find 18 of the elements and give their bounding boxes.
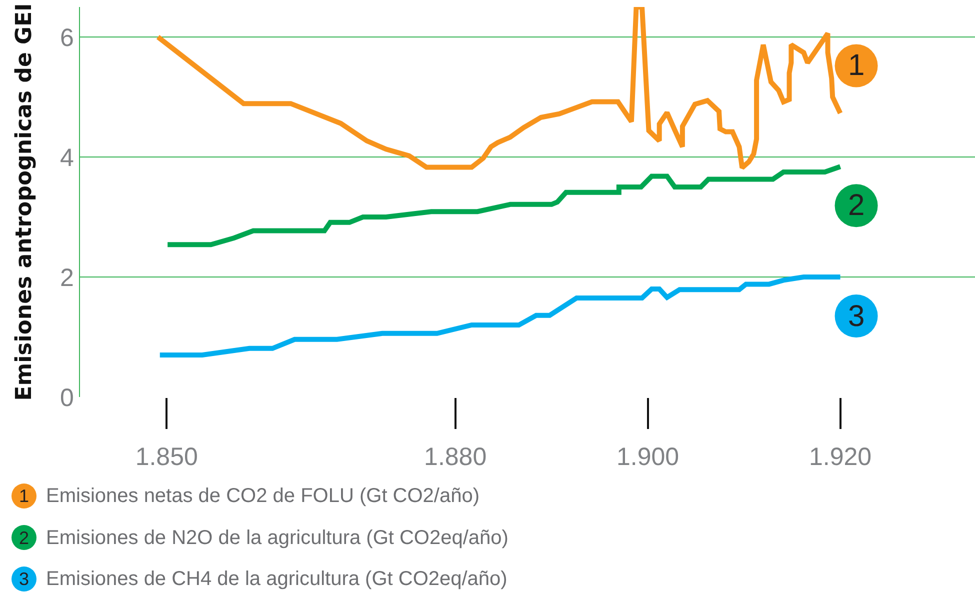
y-tick-label: 0	[60, 384, 74, 412]
x-tick-label: 1.880	[424, 443, 487, 471]
y-axis-title: Emisiones antropognicas de GEI	[12, 3, 37, 401]
annotation: 2	[848, 189, 865, 222]
y-tick-label: 2	[60, 264, 74, 292]
legend-label: Emisiones netas de CO2 de FOLU (Gt CO2/año)	[46, 485, 480, 507]
y-tick-label: 4	[60, 144, 74, 172]
x-tick-label: 1.850	[135, 443, 198, 471]
annotation: 3	[848, 300, 865, 333]
legend-label: Emisiones de CH4 de la agricultura (Gt CO2eq/año)	[46, 568, 508, 590]
text: 2	[19, 528, 30, 548]
x-tick-label: 1.920	[808, 443, 872, 471]
x-tick-label: 1.900	[616, 443, 680, 471]
text: 3	[19, 569, 30, 589]
text: 1	[19, 486, 30, 506]
y-tick-label: 6	[60, 24, 74, 52]
annotation: 1	[848, 49, 865, 82]
legend-label: Emisiones de N2O de la agricultura (Gt CO2eq/año)	[46, 527, 508, 549]
